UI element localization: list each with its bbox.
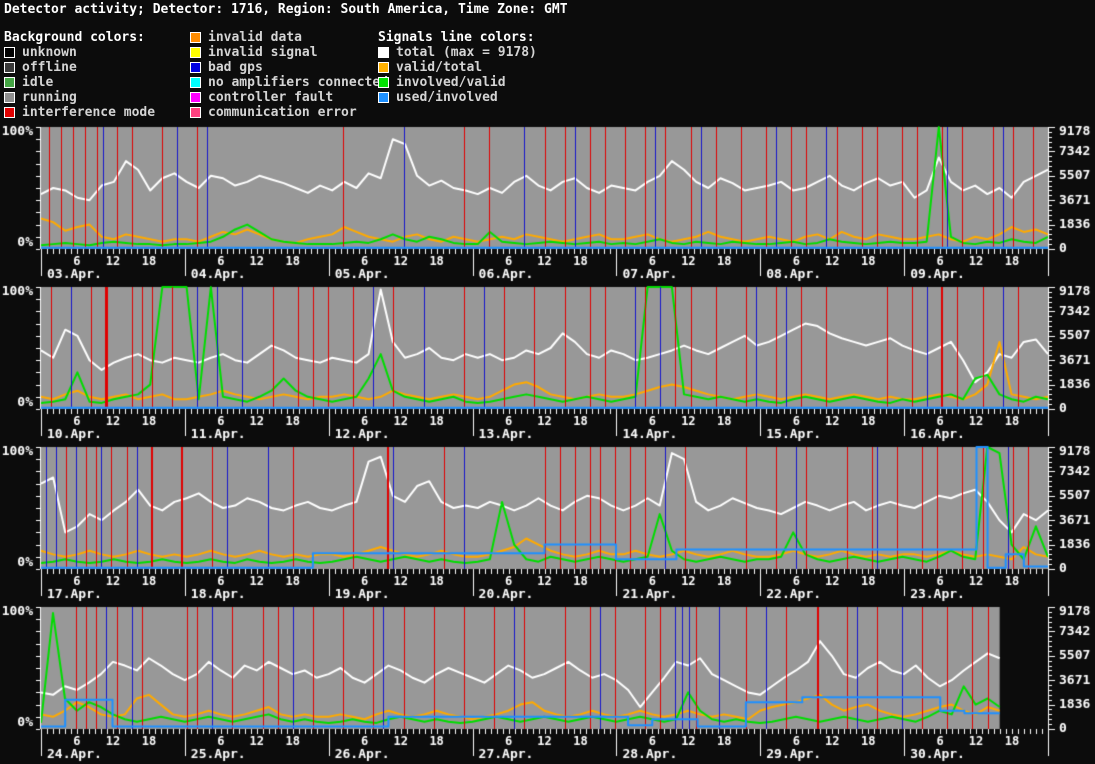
legend-signal-involved-valid: involved/valid	[378, 75, 537, 90]
legend-bg-label-interference-mode: interference mode	[22, 105, 156, 120]
legend-header-signals-line-colors: Signals line colors:	[378, 30, 535, 45]
legend-signal-label-involved-valid: involved/valid	[396, 75, 506, 90]
controller-fault-swatch	[190, 92, 201, 103]
legend-status-no-amplifiers-connected: no amplifiers connected	[190, 75, 388, 90]
legend-status-invalid-signal: invalid signal	[190, 45, 388, 60]
legend-status-invalid-data: invalid data	[190, 30, 388, 45]
offline-swatch	[4, 62, 15, 73]
legend-status-label-no-amplifiers-connected: no amplifiers connected	[208, 75, 389, 90]
legend-signal-colors: Signals line colors: total (max = 9178) va…	[378, 30, 537, 105]
no-amplifiers-connected-swatch	[190, 77, 201, 88]
activity-panels	[0, 125, 1095, 764]
activity-panel-2-chart	[0, 285, 1095, 445]
communication-error-swatch	[190, 107, 201, 118]
legend: Background colors: unknown offline idle runn…	[4, 30, 1092, 122]
invalid-data-swatch	[190, 32, 201, 43]
running-swatch	[4, 92, 15, 103]
involved-valid-swatch	[378, 77, 389, 88]
legend-header-background-colors: Background colors:	[4, 30, 145, 45]
legend-bg-interference-mode: interference mode	[4, 105, 155, 120]
legend-signal-total-max-9178: total (max = 9178)	[378, 45, 537, 60]
legend-bg-offline: offline	[4, 60, 155, 75]
legend-bg-running: running	[4, 90, 155, 105]
legend-bg-label-running: running	[22, 90, 77, 105]
legend-signal-used-involved: used/involved	[378, 90, 537, 105]
activity-panel-1-chart	[0, 125, 1095, 285]
legend-status-bad-gps: bad gps	[190, 60, 388, 75]
interference-mode-swatch	[4, 107, 15, 118]
legend-status-colors: invalid data invalid signal bad gps no ampl…	[190, 30, 388, 120]
activity-panel-3-chart	[0, 445, 1095, 605]
total-max-9178-swatch	[378, 47, 389, 58]
legend-bg-unknown: unknown	[4, 45, 155, 60]
legend-bg-idle: idle	[4, 75, 155, 90]
valid-total-swatch	[378, 62, 389, 73]
unknown-swatch	[4, 47, 15, 58]
legend-background-colors: Background colors: unknown offline idle runn…	[4, 30, 155, 120]
legend-status-label-controller-fault: controller fault	[208, 90, 334, 105]
legend-status-label-invalid-signal: invalid signal	[208, 45, 318, 60]
legend-bg-label-offline: offline	[22, 60, 77, 75]
page-title: Detector activity; Detector: 1716, Regio…	[4, 2, 568, 17]
legend-status-communication-error: communication error	[190, 105, 388, 120]
idle-swatch	[4, 77, 15, 88]
legend-bg-label-idle: idle	[22, 75, 54, 90]
legend-status-label-bad-gps: bad gps	[208, 60, 263, 75]
used-involved-swatch	[378, 92, 389, 103]
activity-panel-4-chart	[0, 605, 1095, 764]
legend-status-label-invalid-data: invalid data	[208, 30, 302, 45]
bad-gps-swatch	[190, 62, 201, 73]
legend-signal-label-used-involved: used/involved	[396, 90, 498, 105]
legend-bg-label-unknown: unknown	[22, 45, 77, 60]
invalid-signal-swatch	[190, 47, 201, 58]
legend-signal-valid-total: valid/total	[378, 60, 537, 75]
legend-signal-label-valid-total: valid/total	[396, 60, 483, 75]
legend-status-label-communication-error: communication error	[208, 105, 357, 120]
legend-signal-label-total-max-9178: total (max = 9178)	[396, 45, 537, 60]
legend-status-controller-fault: controller fault	[190, 90, 388, 105]
